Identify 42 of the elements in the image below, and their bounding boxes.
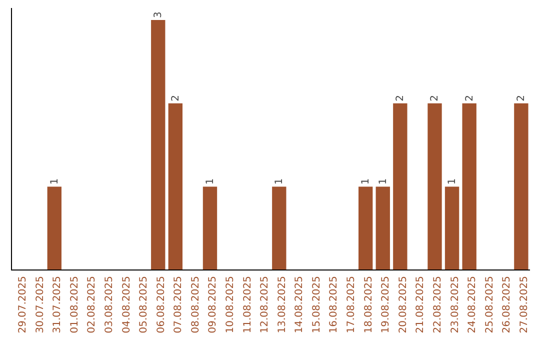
x-tick-label: 15.08.2025	[311, 276, 322, 334]
x-tick-label: 25.08.2025	[484, 276, 496, 334]
x-tick-label: 07.08.2025	[173, 276, 184, 334]
x-tick-label: 12.08.2025	[260, 276, 271, 334]
x-tick-label: 03.08.2025	[104, 276, 115, 334]
x-tick-label: 06.08.2025	[156, 276, 167, 334]
data-label: 1	[360, 178, 372, 185]
data-label: 1	[49, 178, 60, 185]
x-tick-label: 11.08.2025	[242, 276, 254, 334]
x-tick-label: 30.07.2025	[34, 276, 46, 334]
x-tick-label: 24.08.2025	[467, 276, 478, 334]
data-label: 1	[274, 178, 286, 185]
data-label: 3	[153, 12, 164, 18]
x-tick-label: 05.08.2025	[138, 276, 150, 334]
x-tick-label: 17.08.2025	[346, 276, 358, 334]
x-tick-label: 21.08.2025	[415, 276, 426, 334]
x-tick-label: 13.08.2025	[276, 276, 288, 334]
x-tick-label: 02.08.2025	[86, 276, 98, 334]
x-tick-label: 23.08.2025	[450, 276, 461, 334]
x-tick-label: 31.07.2025	[52, 276, 64, 334]
x-tick-label: 19.08.2025	[380, 276, 392, 334]
data-label: 1	[447, 178, 458, 185]
x-tick-label: 01.08.2025	[69, 276, 80, 334]
x-tick-label: 27.08.2025	[518, 276, 530, 334]
data-label: 2	[170, 94, 182, 102]
x-tick-label: 08.08.2025	[190, 276, 202, 334]
x-tick-label: 09.08.2025	[208, 276, 219, 334]
data-label: 2	[516, 94, 528, 102]
x-tick-label: 04.08.2025	[121, 276, 132, 334]
x-tick-label: 18.08.2025	[363, 276, 374, 334]
data-label: 2	[464, 94, 476, 102]
x-tick-label: 16.08.2025	[328, 276, 340, 334]
data-label: 2	[395, 94, 406, 102]
data-label: 1	[378, 178, 389, 185]
x-tick-label: 10.08.2025	[225, 276, 236, 334]
x-tick-label: 14.08.2025	[294, 276, 306, 334]
data-label: 2	[430, 94, 441, 102]
x-tick-label: 26.08.2025	[502, 276, 513, 334]
x-tick-label: 22.08.2025	[432, 276, 444, 334]
x-tick-label: 29.07.2025	[18, 276, 29, 334]
x-tick-label: 20.08.2025	[398, 276, 409, 334]
data-label: 1	[204, 178, 216, 185]
